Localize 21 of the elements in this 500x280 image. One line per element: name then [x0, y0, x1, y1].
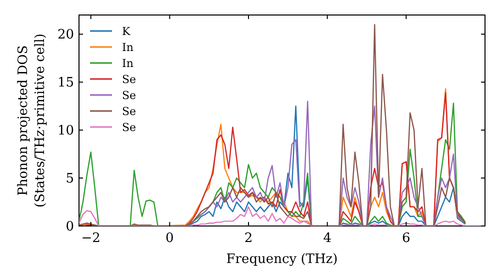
y-tick-label: 15	[57, 76, 74, 91]
legend-label: In	[122, 41, 134, 54]
legend-label: Se	[122, 121, 136, 134]
legend-label: Se	[122, 73, 136, 86]
legend-label: Se	[122, 89, 136, 102]
x-tick-label: −2	[81, 231, 100, 246]
y-tick-label: 10	[57, 124, 74, 139]
y-tick-label: 20	[57, 28, 74, 43]
x-tick-label: 0	[166, 231, 174, 246]
x-tick-label: 4	[323, 231, 332, 246]
y-axis-title: Phonon projected DOS (States/THz·primitive cell)	[16, 33, 48, 208]
line-series	[79, 206, 482, 226]
y-tick-label: 0	[66, 220, 74, 234]
y-tick-label: 5	[66, 172, 74, 187]
x-tick-label: 2	[244, 231, 253, 246]
legend-label: K	[122, 25, 131, 38]
legend-label: In	[122, 57, 134, 70]
legend-label: Se	[122, 105, 136, 118]
x-tick-label: 6	[402, 231, 410, 246]
line-series	[79, 24, 466, 226]
x-axis-title: Frequency (THz)	[226, 252, 338, 267]
